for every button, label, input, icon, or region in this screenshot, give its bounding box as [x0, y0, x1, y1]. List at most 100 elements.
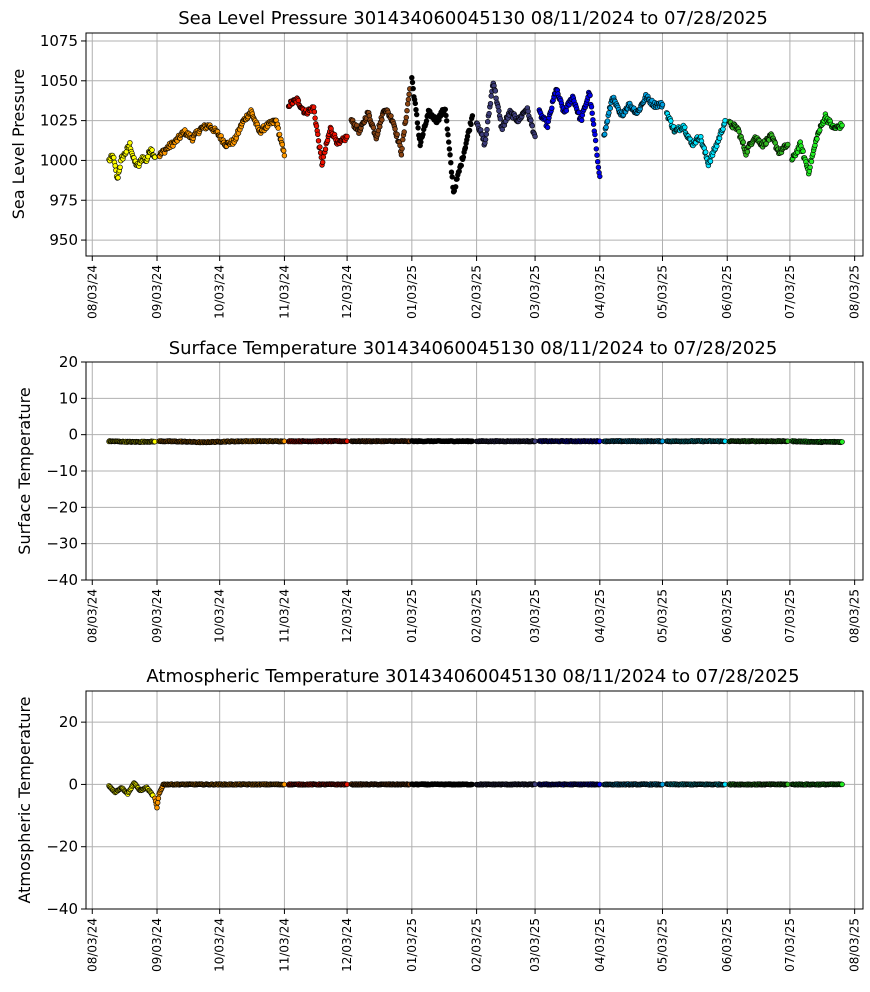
chart-title: Atmospheric Temperature 301434060045130 … [146, 666, 799, 687]
data-point [315, 131, 321, 138]
x-tick-label: 08/03/25 [848, 589, 862, 643]
x-tick-label: 09/03/24 [150, 589, 164, 643]
data-point [409, 74, 415, 81]
data-point [707, 158, 714, 165]
y-tick-label: −20 [46, 498, 78, 516]
data-series [285, 95, 350, 168]
x-tick-label: 12/03/24 [340, 918, 354, 972]
data-series [663, 438, 728, 445]
x-tick-label: 11/03/24 [277, 265, 291, 319]
data-series [285, 438, 350, 445]
data-point [549, 105, 555, 111]
data-series [156, 438, 288, 446]
data-point [414, 111, 420, 118]
data-point [800, 148, 806, 154]
data-point [379, 117, 385, 123]
data-point [320, 154, 327, 160]
surface-temperature-panel: Surface Temperature 301434060045130 08/1… [15, 338, 864, 643]
y-axis-label: Sea Level Pressure [9, 69, 28, 220]
x-tick-label: 06/03/25 [720, 265, 734, 319]
data-series [663, 110, 728, 169]
data-series [285, 781, 350, 788]
data-point [482, 136, 489, 143]
data-point [594, 159, 601, 165]
data-point [839, 439, 845, 445]
data-series [409, 438, 476, 445]
data-point [115, 175, 121, 181]
data-point [592, 131, 598, 138]
data-series [789, 111, 845, 177]
x-tick-label: 08/03/24 [85, 589, 99, 643]
data-point [401, 129, 407, 135]
x-tick-label: 09/03/24 [150, 265, 164, 319]
y-tick-label: 20 [59, 353, 78, 371]
data-point [814, 136, 820, 142]
data-point [394, 131, 400, 138]
data-point [603, 124, 609, 131]
x-tick-label: 04/03/25 [593, 265, 607, 319]
x-tick-label: 02/03/25 [470, 589, 484, 643]
x-tick-label: 08/03/24 [85, 918, 99, 972]
data-point [595, 164, 602, 171]
data-point [544, 124, 551, 131]
data-point [529, 123, 535, 129]
x-tick-label: 10/03/24 [213, 589, 227, 643]
data-point [446, 139, 452, 145]
data-series [601, 91, 666, 138]
x-tick-label: 02/03/25 [470, 265, 484, 319]
data-series [348, 438, 413, 445]
data-point [413, 106, 419, 113]
data-point [312, 115, 318, 121]
data-point [448, 169, 455, 175]
data-point [702, 149, 709, 155]
data-point [315, 138, 322, 144]
y-tick-label: −40 [46, 571, 78, 589]
data-point [420, 131, 426, 138]
data-series [789, 438, 845, 446]
data-point [607, 105, 613, 111]
data-point [486, 110, 492, 117]
data-point [111, 154, 117, 161]
y-tick-label: −10 [46, 462, 78, 480]
data-point [117, 164, 123, 171]
data-series [536, 86, 603, 180]
y-tick-label: −40 [46, 900, 78, 918]
y-tick-label: 1050 [40, 72, 78, 90]
data-point [311, 104, 317, 110]
x-tick-label: 10/03/24 [213, 265, 227, 319]
data-point [462, 145, 469, 151]
data-point [592, 137, 599, 144]
data-point [409, 79, 416, 86]
x-tick-label: 05/03/25 [655, 918, 669, 972]
data-point [447, 152, 453, 158]
data-point [405, 101, 411, 107]
x-tick-label: 01/03/25 [405, 589, 419, 643]
data-point [370, 124, 377, 131]
data-series [601, 438, 666, 445]
data-point [404, 107, 410, 114]
x-tick-label: 02/03/25 [470, 918, 484, 972]
data-series [473, 80, 538, 148]
data-point [597, 173, 603, 180]
data-point [317, 144, 323, 150]
data-series [789, 781, 845, 788]
y-tick-label: 0 [68, 775, 78, 793]
data-point [487, 100, 494, 107]
data-point [594, 152, 600, 158]
data-point [412, 100, 418, 107]
data-point [377, 123, 383, 130]
data-point [682, 124, 688, 131]
data-point [839, 122, 845, 129]
data-point [418, 139, 424, 145]
x-tick-label: 03/03/25 [528, 265, 542, 319]
data-point [449, 174, 455, 180]
data-point [817, 127, 823, 133]
data-point [785, 141, 791, 148]
data-point [112, 163, 118, 169]
y-tick-label: 20 [59, 713, 78, 731]
data-point [446, 146, 453, 152]
data-point [281, 152, 288, 159]
plot-area-frame [85, 361, 864, 581]
data-point [807, 164, 813, 171]
data-point [403, 114, 409, 121]
